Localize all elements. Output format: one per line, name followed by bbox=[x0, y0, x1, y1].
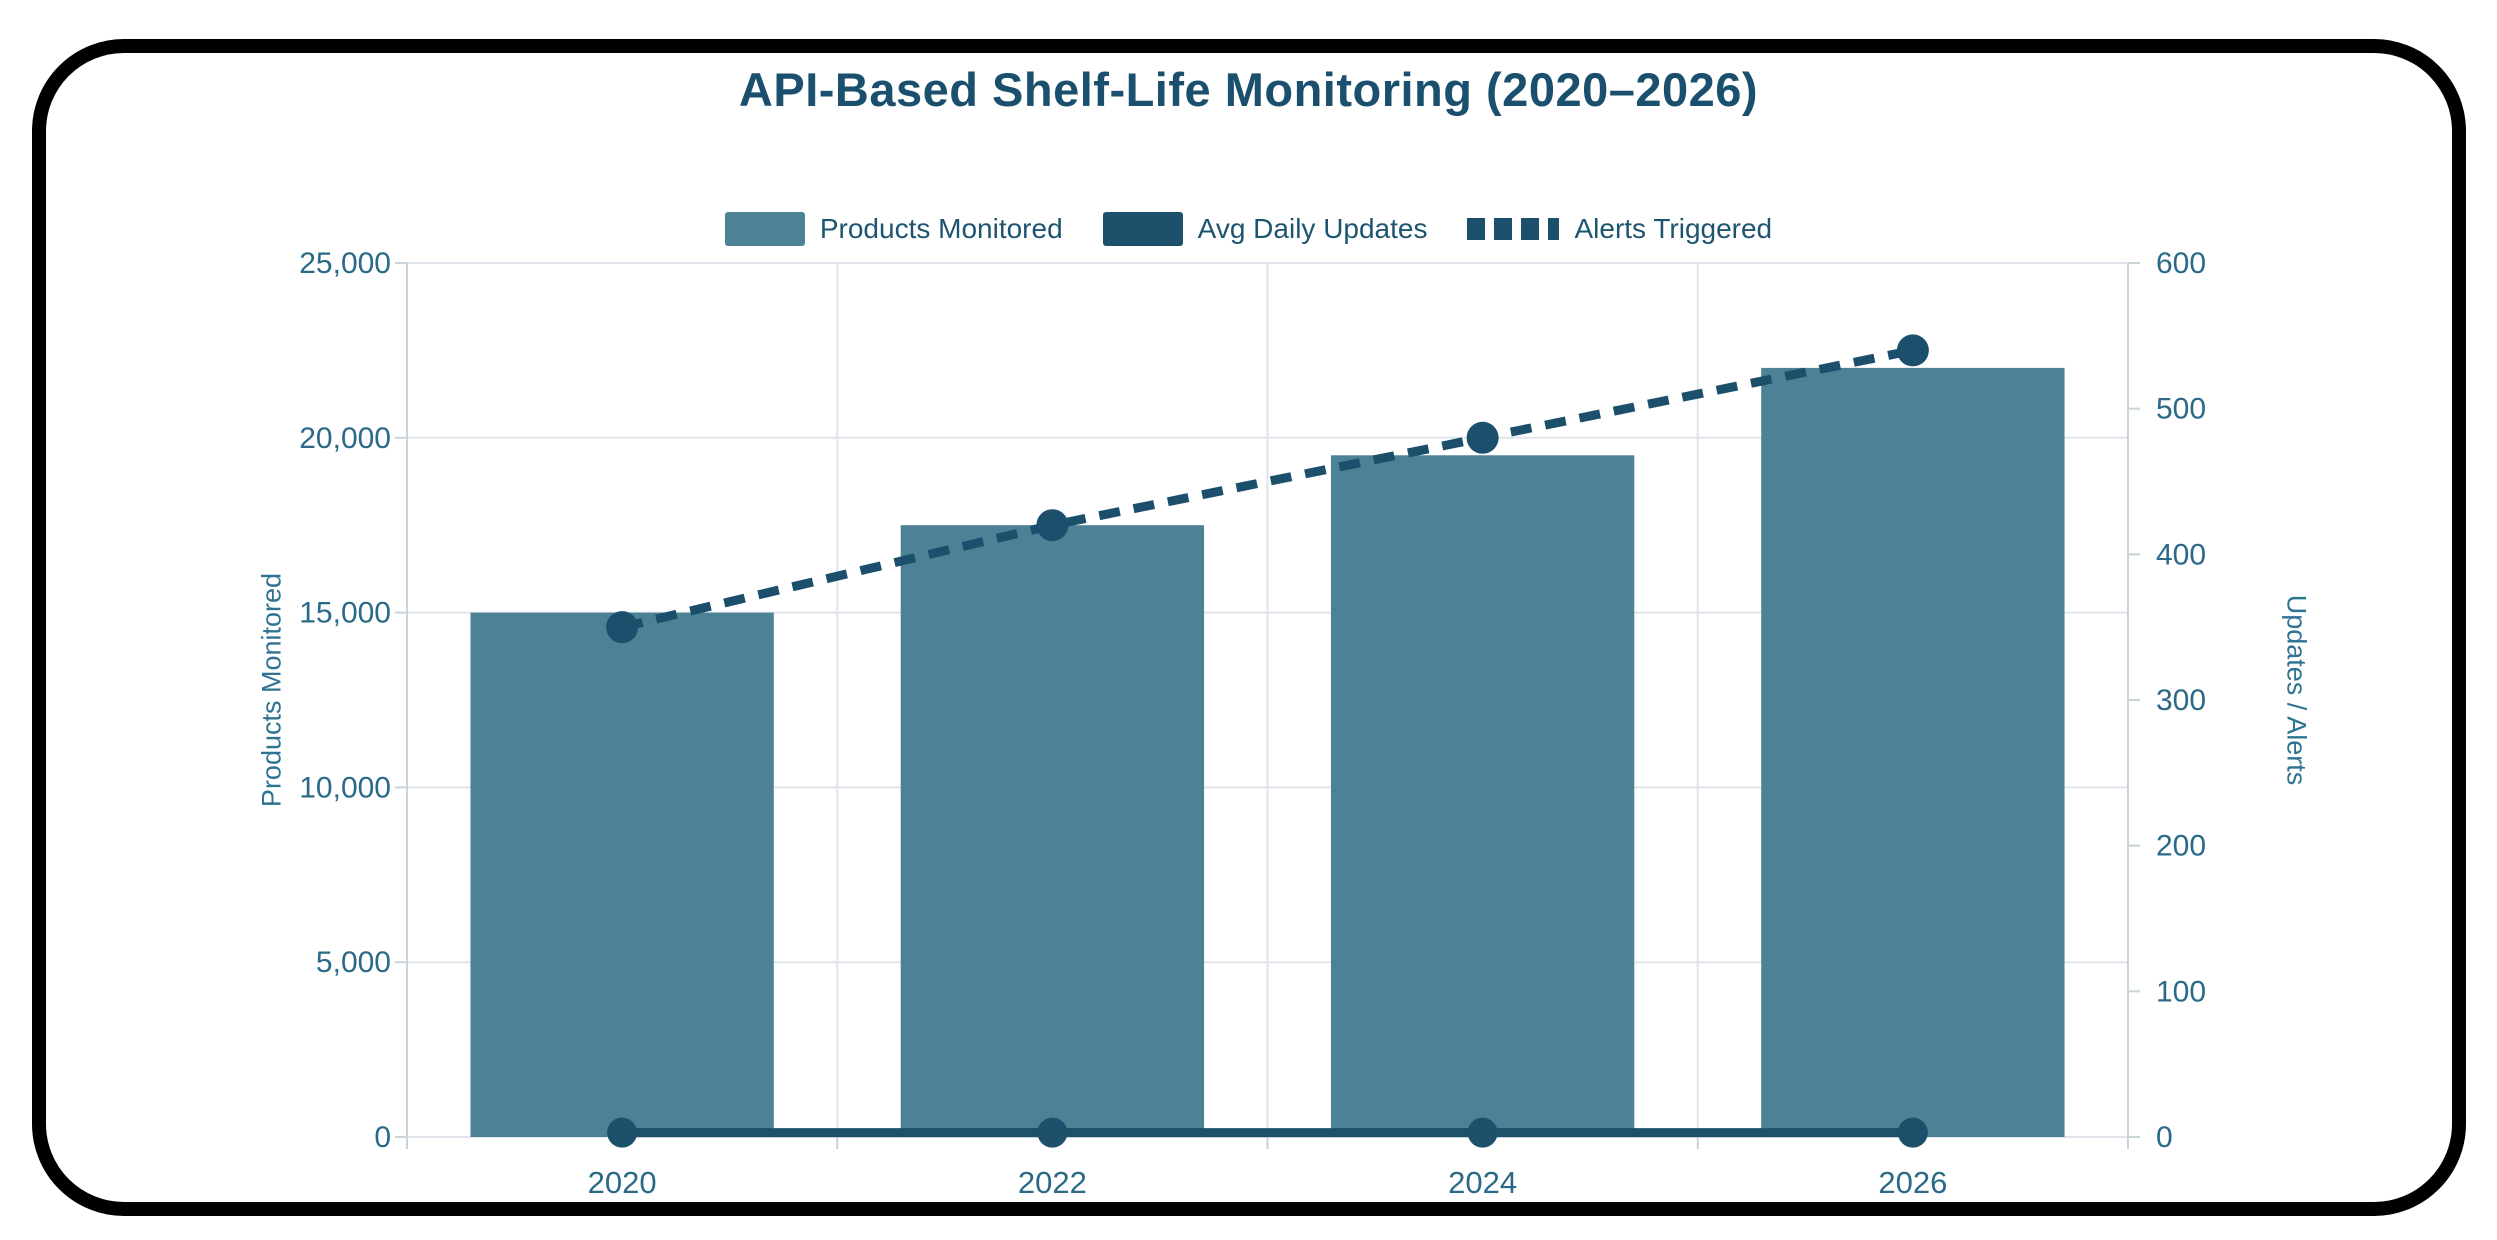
y2-axis-tick-label: 200 bbox=[2156, 830, 2206, 863]
bar-products-monitored bbox=[1330, 455, 1635, 1137]
legend-swatch-bar-icon bbox=[724, 212, 805, 246]
updates-marker bbox=[607, 1117, 638, 1148]
bar-products-monitored bbox=[1761, 367, 2065, 1137]
chart-legend: Products Monitored Avg Daily Updates Ale… bbox=[0, 212, 2497, 246]
y2-axis-tick-label: 300 bbox=[2156, 684, 2206, 717]
legend-item-alerts-triggered[interactable]: Alerts Triggered bbox=[1467, 213, 1772, 245]
y2-axis-tick-label: 100 bbox=[2156, 975, 2206, 1008]
y-axis-tick-label: 10,000 bbox=[299, 771, 391, 804]
alerts-marker bbox=[1466, 421, 1499, 454]
updates-marker bbox=[1467, 1117, 1498, 1148]
legend-item-avg-daily-updates[interactable]: Avg Daily Updates bbox=[1102, 212, 1428, 246]
y-axis-tick-label: 15,000 bbox=[299, 597, 391, 630]
alerts-marker bbox=[606, 611, 639, 644]
legend-label-products-monitored: Products Monitored bbox=[819, 213, 1063, 244]
legend-label-alerts-triggered: Alerts Triggered bbox=[1574, 213, 1773, 244]
x-axis-tick-label: 2026 bbox=[1878, 1165, 1947, 1200]
y-axis-tick-label: 5,000 bbox=[316, 946, 391, 979]
x-axis-tick-label: 2020 bbox=[588, 1165, 657, 1200]
y-axis-tick-label: 20,000 bbox=[299, 422, 391, 455]
legend-swatch-solid-line-icon bbox=[1102, 212, 1183, 246]
alerts-marker bbox=[1036, 509, 1069, 542]
chart-title: API-Based Shelf-Life Monitoring (2020–20… bbox=[738, 63, 1759, 116]
y2-axis-tick-label: 0 bbox=[2156, 1121, 2173, 1154]
bar-products-monitored bbox=[900, 525, 1205, 1137]
legend-item-products-monitored[interactable]: Products Monitored bbox=[724, 212, 1063, 246]
updates-marker bbox=[1037, 1117, 1068, 1148]
y2-axis-tick-label: 600 bbox=[2156, 247, 2206, 280]
alerts-line bbox=[621, 345, 1914, 632]
x-axis-tick-label: 2022 bbox=[1018, 1165, 1087, 1200]
y-axis-tick-label: 0 bbox=[374, 1121, 391, 1154]
alerts-marker bbox=[1896, 334, 1929, 367]
y-axis-tick-label: 25,000 bbox=[299, 247, 391, 280]
x-axis-tick-label: 2024 bbox=[1448, 1165, 1517, 1200]
legend-swatch-dashed-line-icon bbox=[1467, 218, 1560, 240]
updates-marker bbox=[1897, 1117, 1928, 1148]
y2-axis-tick-label: 500 bbox=[2156, 393, 2206, 426]
bar-products-monitored bbox=[470, 612, 774, 1137]
legend-label-avg-daily-updates: Avg Daily Updates bbox=[1197, 213, 1428, 244]
y2-axis-tick-label: 400 bbox=[2156, 538, 2206, 571]
